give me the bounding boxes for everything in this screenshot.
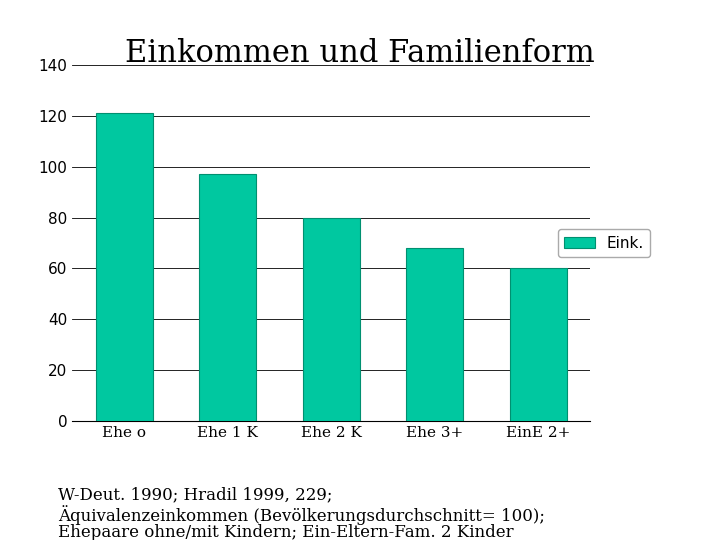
Bar <box>199 421 256 431</box>
Text: Einkommen und Familienform: Einkommen und Familienform <box>125 38 595 69</box>
Bar <box>96 421 153 431</box>
Text: Äquivalenzeinkommen (Bevölkerungsdurchschnitt= 100);: Äquivalenzeinkommen (Bevölkerungsdurchsc… <box>58 505 544 525</box>
Bar <box>510 421 567 431</box>
Text: Ehepaare ohne/mit Kindern; Ein-Eltern-Fam. 2 Kinder: Ehepaare ohne/mit Kindern; Ein-Eltern-Fa… <box>58 524 513 540</box>
Bar <box>302 218 360 421</box>
Bar <box>302 421 360 431</box>
Bar <box>96 113 153 421</box>
Bar <box>406 421 463 431</box>
Bar <box>510 268 567 421</box>
Bar <box>406 248 463 421</box>
Bar <box>199 174 256 421</box>
Legend: Eink.: Eink. <box>558 230 650 256</box>
Text: W-Deut. 1990; Hradil 1999, 229;: W-Deut. 1990; Hradil 1999, 229; <box>58 486 332 503</box>
